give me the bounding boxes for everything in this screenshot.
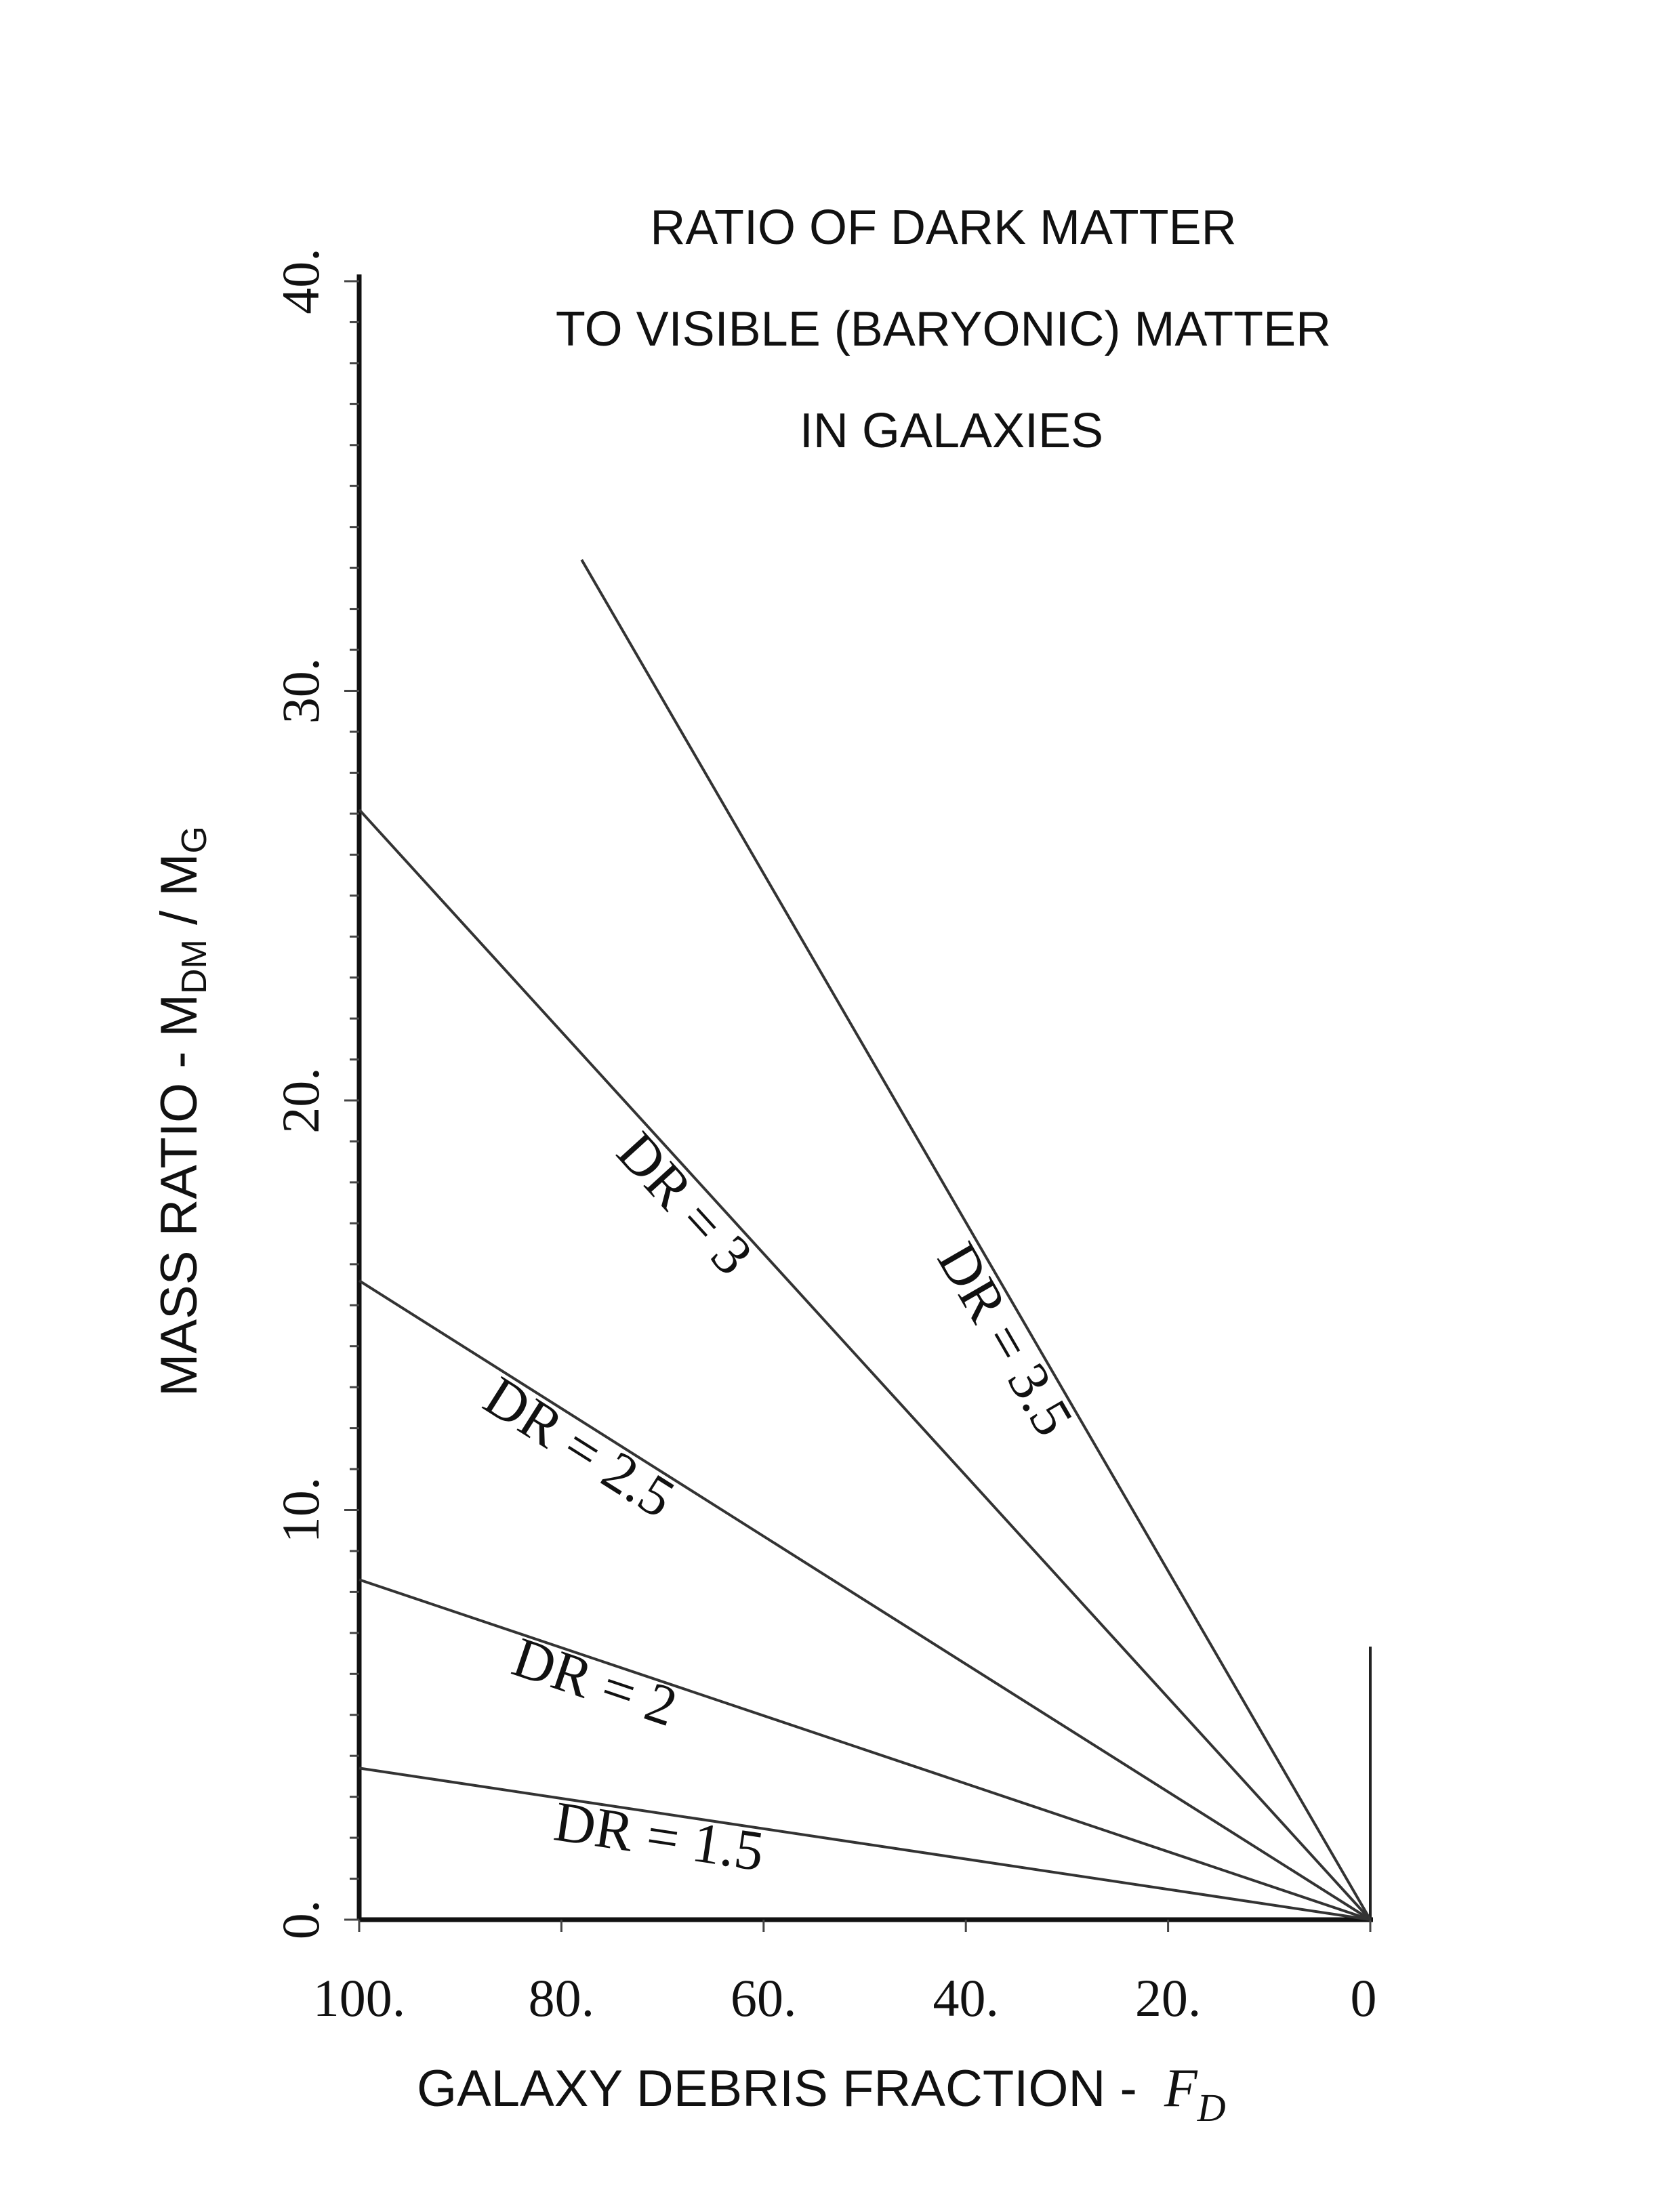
y-axis-title-part: G [175, 826, 214, 853]
series-line-1 [358, 1578, 1371, 1921]
series-group [358, 559, 1372, 1921]
series-line-3 [358, 808, 1372, 1921]
series-label-0: DR = 1.5 [550, 1790, 768, 1884]
x-tick-label: 0 [1351, 1968, 1377, 2027]
series-line-4 [580, 559, 1372, 1921]
y-tick-label: 0. [271, 1900, 330, 1940]
x-tick-label: 100. [313, 1968, 406, 2027]
y-tick-label: 10. [271, 1477, 330, 1544]
x-tick-label: 80. [529, 1968, 595, 2027]
x-axis-symbol-subscript: D [1197, 2086, 1226, 2130]
y-axis-title: MASS RATIO - MDM / MG [150, 826, 214, 1397]
y-tick-label: 30. [271, 658, 330, 724]
chart-title-line: TO VISIBLE (BARYONIC) MATTER [556, 302, 1331, 356]
y-axis-title-part: DM [175, 939, 214, 994]
y-tick-label: 40. [271, 248, 330, 314]
x-axis-title: GALAXY DEBRIS FRACTION - FD [417, 2059, 1226, 2130]
y-tick-label: 20. [271, 1067, 330, 1134]
series-labels: DR = 1.5 DR = 2 DR = 2.5 DR = 3 DR = 3.5 [473, 1120, 1085, 1883]
y-axis-title-part: MASS RATIO - M [150, 994, 208, 1397]
series-label-4: DR = 3.5 [925, 1233, 1085, 1447]
series-label-3: DR = 3 [605, 1120, 764, 1287]
x-tick-label: 20. [1135, 1968, 1202, 2027]
chart-title: RATIO OF DARK MATTER TO VISIBLE (BARYONIC… [556, 201, 1331, 458]
y-axis-title-part: / M [150, 853, 208, 939]
x-tick-label: 40. [933, 1968, 999, 2027]
series-label-1: DR = 2 [505, 1626, 684, 1739]
x-tick-label: 60. [731, 1968, 797, 2027]
series-line-2 [358, 1279, 1372, 1921]
chart-title-line: RATIO OF DARK MATTER [650, 201, 1236, 255]
chart-title-line: IN GALAXIES [800, 404, 1103, 458]
x-axis-symbol: F [1164, 2059, 1198, 2118]
axis-titles: GALAXY DEBRIS FRACTION - FD MASS RATIO - M… [150, 826, 1226, 2130]
series-line-0 [358, 1767, 1371, 1921]
series-label-2: DR = 2.5 [473, 1365, 685, 1531]
axes: 0. 10. 20. 30. 40. 100. 80. 60. 40. 20. 0 [271, 248, 1377, 2027]
x-axis-title-text: GALAXY DEBRIS FRACTION - [417, 2060, 1137, 2118]
